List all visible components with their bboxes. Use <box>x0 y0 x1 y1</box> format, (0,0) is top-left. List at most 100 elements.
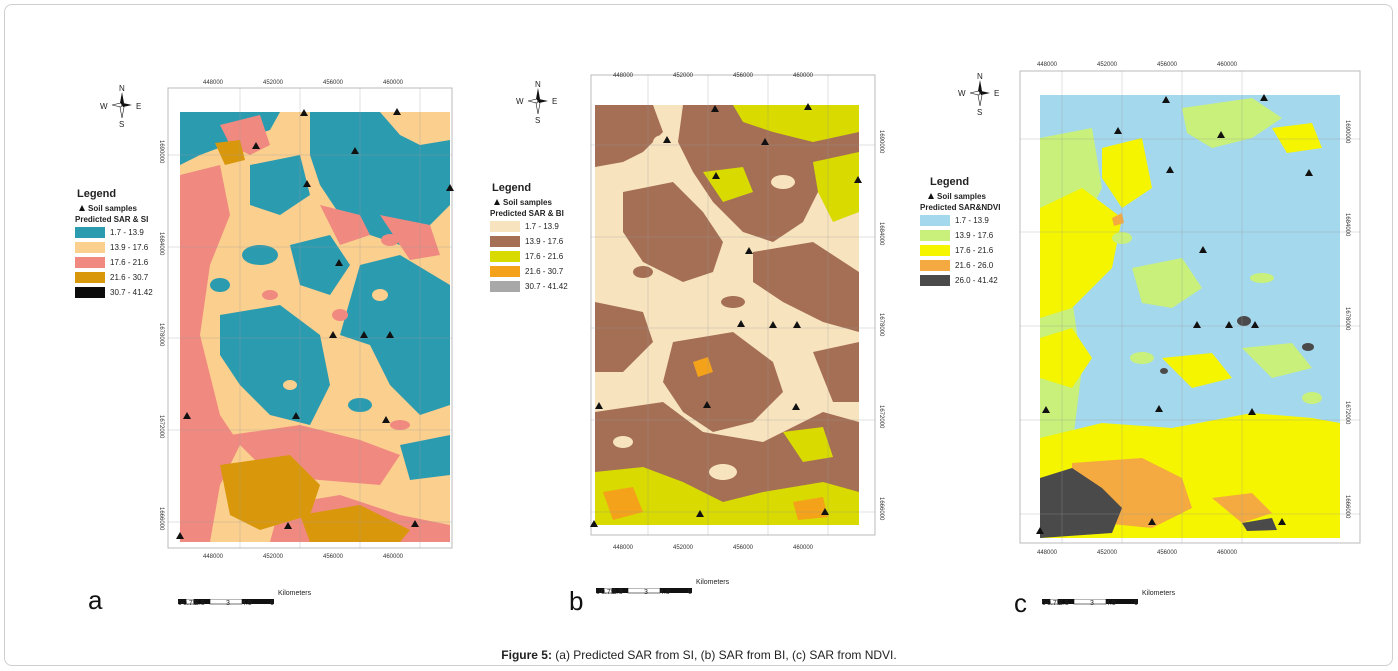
legend-swatch <box>490 236 520 247</box>
scale-tick: 1.5 <box>1059 600 1069 607</box>
map-b-ytick: 1678000 <box>878 313 884 337</box>
legend-item: 21.6 - 30.7 <box>490 265 590 278</box>
legend-b: Legend Soil samples Predicted SAR & BI 1… <box>490 182 590 293</box>
map-b-xtick: 460000 <box>793 545 814 551</box>
compass-w: W <box>100 102 108 111</box>
legend-item: 17.6 - 21.6 <box>490 250 590 263</box>
legend-label: 17.6 - 21.6 <box>525 252 564 261</box>
scale-bar-c: Kilometers 0 0.75 1.5 3 4.5 6 <box>1042 590 1177 610</box>
map-c-xtick: 456000 <box>1157 62 1178 68</box>
panel-letter-c: c <box>1014 588 1027 618</box>
scale-bar-a: Kilometers 0 0.75 1.5 3 4.5 6 <box>178 590 313 610</box>
map-c-ytick: 1678000 <box>1344 307 1350 331</box>
map-b-xtick: 456000 <box>733 73 754 79</box>
legend-title: Legend <box>492 182 532 194</box>
legend-label: 13.9 - 17.6 <box>110 243 149 252</box>
compass-s: S <box>535 116 541 125</box>
legend-a: Legend Soil samples Predicted SAR & SI 1… <box>75 188 175 299</box>
legend-swatch <box>920 245 950 256</box>
map-c-xtick: 456000 <box>1157 550 1178 556</box>
legend-item: 21.6 - 30.7 <box>75 271 175 284</box>
map-c-ytick: 1672000 <box>1344 401 1350 425</box>
map-a-xtick: 460000 <box>383 554 404 560</box>
compass-n: N <box>977 72 983 81</box>
legend-label: 1.7 - 13.9 <box>955 216 989 225</box>
scale-tick: 6 <box>688 589 692 596</box>
samples-label: Soil samples <box>503 198 552 207</box>
map-a-xtick: 460000 <box>383 80 404 86</box>
legend-label: 30.7 - 41.42 <box>110 288 153 297</box>
scale-tick: 4.5 <box>1106 600 1116 607</box>
map-a-xtick: 456000 <box>323 554 344 560</box>
legend-item: 1.7 - 13.9 <box>490 220 590 233</box>
map-c-xtick: 452000 <box>1097 550 1118 556</box>
map-a-ytick: 1678000 <box>158 323 164 347</box>
legend-item: 1.7 - 13.9 <box>920 214 1020 227</box>
legend-label: 13.9 - 17.6 <box>955 231 994 240</box>
map-a-xtick: 448000 <box>203 80 224 86</box>
legend-swatch <box>490 221 520 232</box>
compass-s: S <box>119 120 125 129</box>
scale-tick: 0 <box>1042 600 1046 607</box>
legend-label: 21.6 - 30.7 <box>525 267 564 276</box>
scale-tick: 1.5 <box>195 600 205 607</box>
legend-swatch <box>490 281 520 292</box>
legend-item: 13.9 - 17.6 <box>490 235 590 248</box>
compass-w: W <box>958 89 966 98</box>
scale-tick: 4.5 <box>660 589 670 596</box>
triangle-icon <box>928 193 934 199</box>
figure-caption: Figure 5: (a) Predicted SAR from SI, (b)… <box>0 648 1398 662</box>
legend-item: 13.9 - 17.6 <box>75 241 175 254</box>
panel-letter-b: b <box>569 586 584 616</box>
map-b-xtick: 456000 <box>733 545 754 551</box>
legend-item: 26.0 - 41.42 <box>920 274 1020 287</box>
samples-label: Soil samples <box>88 204 137 213</box>
scale-tick: 3 <box>644 589 648 596</box>
compass-w: W <box>516 97 524 106</box>
map-c-ytick: 1690000 <box>1344 120 1350 144</box>
map-c-xtick: 460000 <box>1217 550 1238 556</box>
legend-item: 1.7 - 13.9 <box>75 226 175 239</box>
map-b <box>590 74 876 536</box>
map-b-xtick: 448000 <box>613 73 634 79</box>
scale-tick: 3 <box>226 600 230 607</box>
map-a-ytick: 1690000 <box>158 140 164 164</box>
map-a-xtick: 448000 <box>203 554 224 560</box>
samples-label: Soil samples <box>937 192 986 201</box>
legend-samples: Soil samples <box>79 204 175 213</box>
legend-label: 17.6 - 21.6 <box>955 246 994 255</box>
scale-tick: 1.5 <box>613 589 623 596</box>
scale-unit: Kilometers <box>696 579 730 586</box>
legend-label: 26.0 - 41.42 <box>955 276 998 285</box>
legend-subtitle: Predicted SAR&NDVI <box>920 203 1001 212</box>
scale-tick: 6 <box>270 600 274 607</box>
scale-tick: 0 <box>596 589 600 596</box>
map-a-xtick: 452000 <box>263 554 284 560</box>
legend-item: 21.6 - 26.0 <box>920 259 1020 272</box>
scale-unit: Kilometers <box>1142 590 1176 597</box>
scale-tick: 0.75 <box>1047 600 1061 607</box>
compass-n: N <box>535 80 541 89</box>
scale-tick: 0.75 <box>601 589 615 596</box>
legend-label: 17.6 - 21.6 <box>110 258 149 267</box>
legend-swatch <box>920 230 950 241</box>
legend-title: Legend <box>77 188 117 200</box>
map-b-xtick: 452000 <box>673 545 694 551</box>
map-c-ytick: 1666000 <box>1344 495 1350 519</box>
legend-title: Legend <box>930 176 970 188</box>
compass-e: E <box>136 102 142 111</box>
map-c-xtick: 448000 <box>1037 550 1058 556</box>
map-a-ytick: 1666000 <box>158 507 164 531</box>
legend-label: 21.6 - 26.0 <box>955 261 994 270</box>
north-arrow-icon <box>969 80 990 107</box>
legend-samples: Soil samples <box>494 198 590 207</box>
legend-swatch <box>75 272 105 283</box>
scale-tick: 0 <box>178 600 182 607</box>
legend-swatch <box>920 215 950 226</box>
legend-item: 13.9 - 17.6 <box>920 229 1020 242</box>
map-a <box>167 87 454 549</box>
legend-c: Legend Soil samples Predicted SAR&NDVI 1… <box>920 176 1020 287</box>
caption-text: (a) Predicted SAR from SI, (b) SAR from … <box>551 648 897 662</box>
map-a-xtick: 456000 <box>323 80 344 86</box>
map-b-xtick: 452000 <box>673 73 694 79</box>
